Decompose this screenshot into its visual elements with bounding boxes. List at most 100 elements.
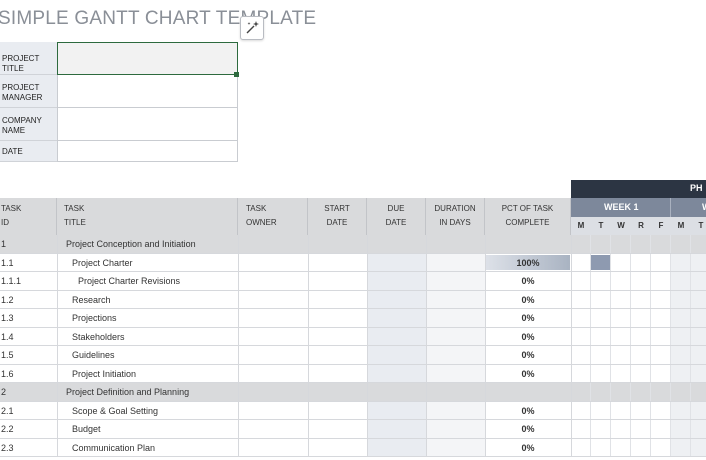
gantt-day-cell[interactable] <box>571 364 591 382</box>
gantt-day-cell[interactable] <box>611 253 631 271</box>
gantt-day-cell[interactable] <box>571 346 591 364</box>
gantt-day-cell[interactable] <box>691 272 706 290</box>
gantt-day-cell[interactable] <box>591 401 611 419</box>
due-date-cell[interactable] <box>367 253 426 271</box>
gantt-day-cell[interactable] <box>691 290 706 308</box>
gantt-day-cell[interactable] <box>591 272 611 290</box>
task-row[interactable]: 1.5 Guidelines 0% <box>0 346 706 365</box>
gantt-day-cell[interactable] <box>651 346 671 364</box>
task-title[interactable]: Project Charter <box>72 257 133 268</box>
due-date-cell[interactable] <box>367 272 426 290</box>
task-title[interactable]: Project Initiation <box>72 368 137 379</box>
task-title[interactable]: Communication Plan <box>72 442 156 453</box>
due-date-cell[interactable] <box>367 346 426 364</box>
gantt-day-cell[interactable] <box>631 364 651 382</box>
gantt-day-cell[interactable] <box>651 327 671 345</box>
task-title[interactable]: Project Conception and Initiation <box>66 239 196 249</box>
gantt-day-cell[interactable] <box>671 272 691 290</box>
task-title[interactable]: Guidelines <box>72 350 115 360</box>
duration-cell[interactable] <box>426 401 485 419</box>
gantt-day-cell[interactable] <box>631 235 651 253</box>
gantt-day-cell[interactable] <box>671 383 691 401</box>
gantt-day-cell[interactable] <box>651 290 671 308</box>
task-row[interactable]: 2.2 Budget 0% <box>0 420 706 439</box>
gantt-day-cell[interactable] <box>591 327 611 345</box>
duration-cell[interactable] <box>426 309 485 327</box>
gantt-day-cell[interactable] <box>611 364 631 382</box>
due-date-cell[interactable] <box>367 290 426 308</box>
gantt-day-cell[interactable] <box>651 420 671 438</box>
gantt-day-cell[interactable] <box>691 327 706 345</box>
gantt-day-cell[interactable] <box>571 383 591 401</box>
gantt-day-cell[interactable] <box>611 235 631 253</box>
info-value-field[interactable] <box>57 108 238 141</box>
gantt-day-cell[interactable] <box>611 420 631 438</box>
task-title[interactable]: Project Charter Revisions <box>78 276 181 286</box>
gantt-day-cell[interactable] <box>631 438 651 456</box>
gantt-day-cell[interactable] <box>611 401 631 419</box>
duration-cell[interactable] <box>426 290 485 308</box>
duration-cell[interactable] <box>426 364 485 382</box>
pct-complete[interactable]: 100% <box>516 257 540 268</box>
gantt-day-cell[interactable] <box>631 309 651 327</box>
gantt-day-cell[interactable] <box>691 383 706 401</box>
pct-complete[interactable]: 0% <box>521 368 535 379</box>
gantt-day-cell[interactable] <box>691 438 706 456</box>
gantt-day-cell[interactable] <box>591 309 611 327</box>
gantt-day-cell[interactable] <box>631 272 651 290</box>
task-row[interactable]: 1.6 Project Initiation 0% <box>0 364 706 383</box>
gantt-day-cell[interactable] <box>671 364 691 382</box>
task-title[interactable]: Projections <box>72 313 117 323</box>
task-row[interactable]: 2.1 Scope & Goal Setting 0% <box>0 401 706 420</box>
gantt-day-cell[interactable] <box>571 420 591 438</box>
sparkle-wand-icon[interactable] <box>240 16 264 40</box>
gantt-day-cell[interactable] <box>671 290 691 308</box>
gantt-day-cell[interactable] <box>611 327 631 345</box>
gantt-day-cell[interactable] <box>571 235 591 253</box>
gantt-day-cell[interactable] <box>591 420 611 438</box>
task-title[interactable]: Scope & Goal Setting <box>72 405 159 416</box>
gantt-day-cell[interactable] <box>651 272 671 290</box>
phase-row[interactable]: 2 Project Definition and Planning <box>0 383 706 402</box>
task-row[interactable]: 1.3 Projections 0% <box>0 309 706 328</box>
gantt-day-cell[interactable] <box>591 235 611 253</box>
gantt-day-cell[interactable] <box>691 401 706 419</box>
gantt-day-cell[interactable] <box>671 327 691 345</box>
task-row[interactable]: 1.1 Project Charter 100% <box>0 253 706 272</box>
pct-complete[interactable]: 0% <box>521 313 535 323</box>
info-value-field[interactable] <box>57 42 238 75</box>
gantt-day-cell[interactable] <box>691 420 706 438</box>
gantt-day-cell[interactable] <box>671 253 691 271</box>
info-value-field[interactable] <box>57 75 238 108</box>
gantt-day-cell[interactable] <box>591 383 611 401</box>
due-date-cell[interactable] <box>367 401 426 419</box>
task-row[interactable]: 1.1.1 Project Charter Revisions 0% <box>0 272 706 291</box>
due-date-cell[interactable] <box>367 309 426 327</box>
gantt-day-cell[interactable] <box>631 420 651 438</box>
gantt-day-cell[interactable] <box>571 438 591 456</box>
gantt-day-cell[interactable] <box>571 401 591 419</box>
gantt-day-cell[interactable] <box>571 253 591 271</box>
gantt-day-cell[interactable] <box>571 327 591 345</box>
duration-cell[interactable] <box>426 272 485 290</box>
gantt-day-cell[interactable] <box>671 401 691 419</box>
gantt-day-cell[interactable] <box>631 327 651 345</box>
info-value-field[interactable] <box>57 141 238 162</box>
gantt-day-cell[interactable] <box>571 309 591 327</box>
gantt-bar[interactable] <box>591 254 610 270</box>
due-date-cell[interactable] <box>367 438 426 456</box>
pct-complete[interactable]: 0% <box>521 405 535 416</box>
gantt-day-cell[interactable] <box>651 253 671 271</box>
gantt-day-cell[interactable] <box>651 364 671 382</box>
duration-cell[interactable] <box>426 253 485 271</box>
gantt-day-cell[interactable] <box>611 346 631 364</box>
gantt-day-cell[interactable] <box>691 235 706 253</box>
gantt-day-cell[interactable] <box>671 346 691 364</box>
gantt-day-cell[interactable] <box>651 438 671 456</box>
gantt-day-cell[interactable] <box>591 253 611 271</box>
gantt-day-cell[interactable] <box>651 401 671 419</box>
selection-handle[interactable] <box>234 72 239 77</box>
phase-row[interactable]: 1 Project Conception and Initiation <box>0 235 706 254</box>
due-date-cell[interactable] <box>367 327 426 345</box>
pct-complete[interactable]: 0% <box>521 442 535 453</box>
